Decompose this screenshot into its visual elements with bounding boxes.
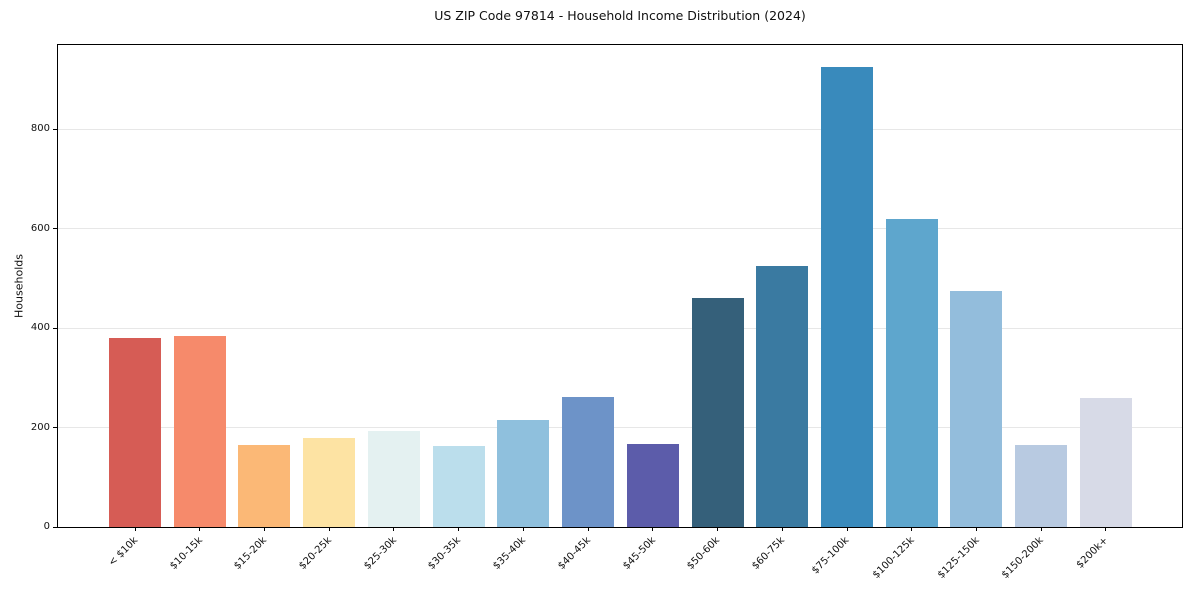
bar — [497, 420, 550, 527]
bar — [367, 431, 420, 527]
x-axis-tick-label-text: $125-150k — [935, 535, 982, 581]
x-axis-tick-label-text: $50-60k — [685, 535, 723, 572]
bar — [173, 335, 226, 527]
y-axis-tick-label: 800 — [30, 123, 50, 135]
y-tick-mark — [53, 526, 57, 528]
y-tick-mark — [53, 327, 57, 329]
x-tick-mark — [328, 527, 330, 531]
x-tick-mark — [1105, 527, 1107, 531]
x-axis-tick-label-text: $25-30k — [361, 535, 399, 572]
bar — [1079, 397, 1132, 527]
x-tick-mark — [1040, 527, 1042, 531]
bar — [691, 298, 744, 527]
bar — [238, 445, 291, 527]
y-tick-mark — [53, 228, 57, 230]
x-axis-tick-label-text: $35-40k — [491, 535, 529, 572]
x-axis-tick-label-text: $150-200k — [1000, 535, 1046, 581]
bar — [756, 266, 809, 527]
y-tick-mark — [53, 128, 57, 130]
y-axis-tick-label: 0 — [43, 521, 50, 532]
x-axis-tick-label-text: $40-45k — [555, 535, 593, 572]
bar — [562, 396, 615, 527]
y-axis-tick-label: 600 — [30, 222, 50, 234]
x-tick-mark — [652, 527, 654, 531]
bar — [885, 218, 938, 527]
x-axis-tick-label-text: $30-35k — [426, 535, 464, 572]
x-tick-mark — [263, 527, 265, 531]
plot-area: 0 200 400 600 800 < $10k $10-15k $15-20k $20-25k… — [31, 44, 1183, 581]
gridline — [58, 327, 1182, 329]
y-axis-label: Households — [12, 254, 26, 318]
x-tick-mark — [846, 527, 848, 531]
x-tick-mark — [911, 527, 913, 531]
x-tick-mark — [393, 527, 395, 531]
gridline — [58, 128, 1182, 130]
x-axis-tick-label-text: $15-20k — [232, 535, 270, 572]
x-axis-tick-label-text: $10-15k — [167, 535, 205, 572]
x-tick-mark — [134, 527, 136, 531]
chart-title: US ZIP Code 97814 - Household Income Dis… — [434, 8, 806, 23]
y-axis-tick-label: 400 — [30, 322, 50, 334]
x-axis-tick-label-text: $20-25k — [297, 535, 334, 572]
gridline — [58, 228, 1182, 230]
x-tick-mark — [781, 527, 783, 531]
bar — [821, 67, 874, 527]
bar — [950, 290, 1003, 527]
x-tick-mark — [975, 527, 977, 531]
x-axis-tick-label-text: $200k+ — [1074, 535, 1111, 571]
gridline — [58, 427, 1182, 429]
x-tick-mark — [458, 527, 460, 531]
x-tick-mark — [522, 527, 524, 531]
x-axis-tick-label-text: $60-75k — [750, 535, 788, 572]
x-tick-mark — [587, 527, 589, 531]
y-axis-tick-label: 200 — [30, 421, 50, 433]
bar — [432, 446, 485, 527]
bar — [1015, 444, 1068, 527]
bar — [109, 338, 161, 527]
x-axis-tick-label-text: $75-100k — [810, 535, 852, 577]
x-tick-mark — [717, 527, 719, 531]
x-axis-tick-label-text: $100-125k — [870, 535, 917, 581]
y-tick-mark — [53, 427, 57, 429]
x-tick-mark — [199, 527, 201, 531]
bar — [303, 437, 356, 527]
x-axis-tick-label-text: $45-50k — [620, 535, 658, 572]
bar — [626, 444, 679, 527]
x-axis-tick-label-text: < $10k — [106, 535, 140, 569]
